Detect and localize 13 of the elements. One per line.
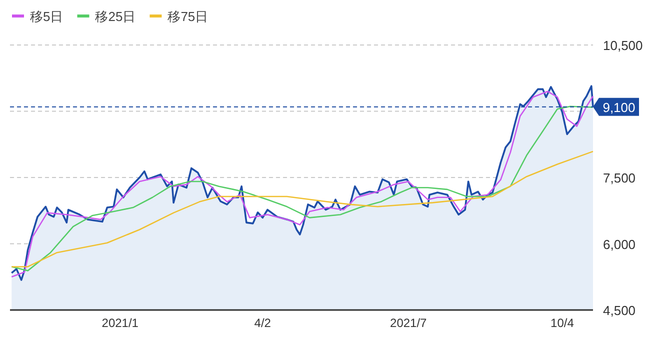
legend-label: 移25日: [95, 9, 136, 24]
x-tick-label: 2021/7: [390, 316, 428, 330]
legend-label: 移5日: [30, 9, 64, 24]
x-tick-label: 10/4: [550, 316, 574, 330]
x-tick-label: 2021/1: [102, 316, 139, 330]
y-tick-label: 10,500: [603, 38, 643, 53]
x-tick-label: 4/2: [254, 316, 272, 330]
y-tick-label: 6,000: [603, 236, 636, 252]
line-series: [10, 150, 594, 268]
y-tick-label: 7,500: [603, 170, 636, 186]
legend-label: 移75日: [168, 9, 208, 24]
y-tick-label: 4,500: [603, 303, 636, 318]
ref-line-label: 9,100: [602, 100, 636, 115]
